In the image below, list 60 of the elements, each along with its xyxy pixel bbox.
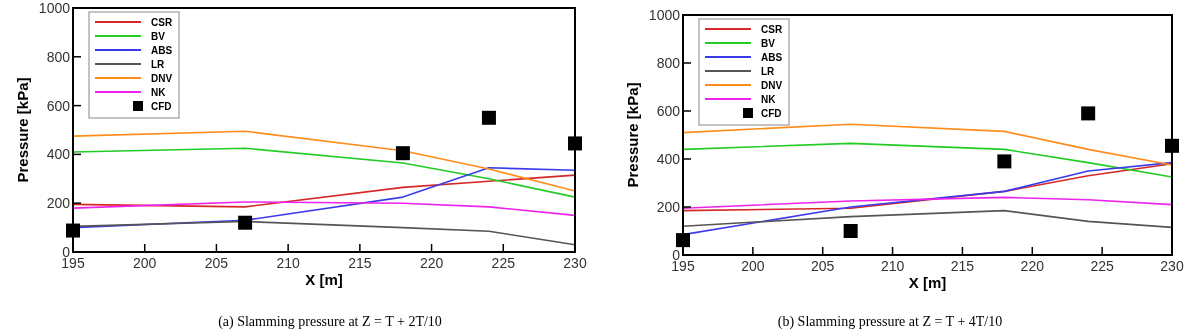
point: [997, 154, 1012, 169]
x-tick-label: 220: [419, 255, 444, 271]
line-series: [72, 174, 576, 208]
x-axis-title: X [m]: [305, 271, 343, 288]
legend-label: DNV: [761, 80, 783, 91]
x-tick-label: 230: [1160, 258, 1184, 274]
legend-label: LR: [151, 59, 166, 70]
legend-label: DNV: [151, 73, 173, 84]
y-tick-label: 600: [46, 97, 71, 114]
x-tick-label: 215: [348, 255, 372, 271]
x-tick-label: 215: [950, 258, 975, 274]
legend-label: NK: [761, 94, 777, 105]
legend-label: CSR: [151, 17, 173, 28]
x-tick-label: 225: [1090, 258, 1115, 274]
x-tick-label: 210: [276, 255, 301, 271]
legend-label: LR: [761, 66, 776, 77]
point: [481, 110, 496, 125]
point: [238, 215, 253, 230]
y-tick-label: 0: [62, 244, 71, 260]
legend-label: ABS: [151, 45, 173, 56]
x-tick-label: 205: [204, 255, 229, 271]
x-tick-label: 230: [563, 255, 587, 271]
line-series: [72, 147, 576, 198]
y-tick-label: 400: [656, 151, 681, 167]
legend-label: NK: [151, 87, 167, 98]
y-tick-label: 200: [656, 199, 681, 215]
y-tick-label: 1000: [38, 0, 71, 16]
line-series: [682, 142, 1173, 178]
y-tick-label: 600: [656, 103, 681, 119]
y-axis-title: Pressure [kPa]: [624, 82, 641, 188]
line-series: [682, 196, 1173, 209]
line-series: [72, 130, 576, 192]
x-tick-label: 225: [491, 255, 516, 271]
x-tick-label: 205: [811, 258, 835, 274]
line-series: [72, 201, 576, 217]
line-series: [682, 209, 1173, 229]
y-tick-label: 400: [46, 146, 71, 163]
x-tick-label: 200: [133, 255, 157, 271]
text: (a) Slamming pressure at Z = T + 2T/10: [218, 314, 442, 330]
legend-label: CSR: [761, 24, 783, 35]
legend-label: CFD: [761, 108, 782, 119]
x-tick-label: 220: [1020, 258, 1045, 274]
legend-label: CFD: [151, 101, 172, 112]
point: [395, 146, 410, 161]
y-axis-title: Pressure [kPa]: [14, 77, 31, 183]
y-tick-label: 200: [46, 195, 71, 212]
point: [1081, 106, 1096, 121]
line-series: [682, 123, 1173, 166]
y-tick-label: 800: [656, 55, 681, 71]
y-tick-label: 800: [46, 48, 71, 65]
x-tick-label: 200: [741, 258, 765, 274]
point: [843, 224, 858, 238]
legend-label: ABS: [761, 52, 783, 63]
text: (b) Slamming pressure at Z = T + 4T/10: [777, 314, 1003, 330]
legend-label: BV: [151, 31, 166, 42]
x-tick-label: 210: [880, 258, 905, 274]
y-tick-label: 0: [672, 247, 681, 263]
legend-label: BV: [761, 38, 776, 49]
x-axis-title: X [m]: [908, 274, 947, 291]
y-tick-label: 1000: [648, 7, 681, 23]
